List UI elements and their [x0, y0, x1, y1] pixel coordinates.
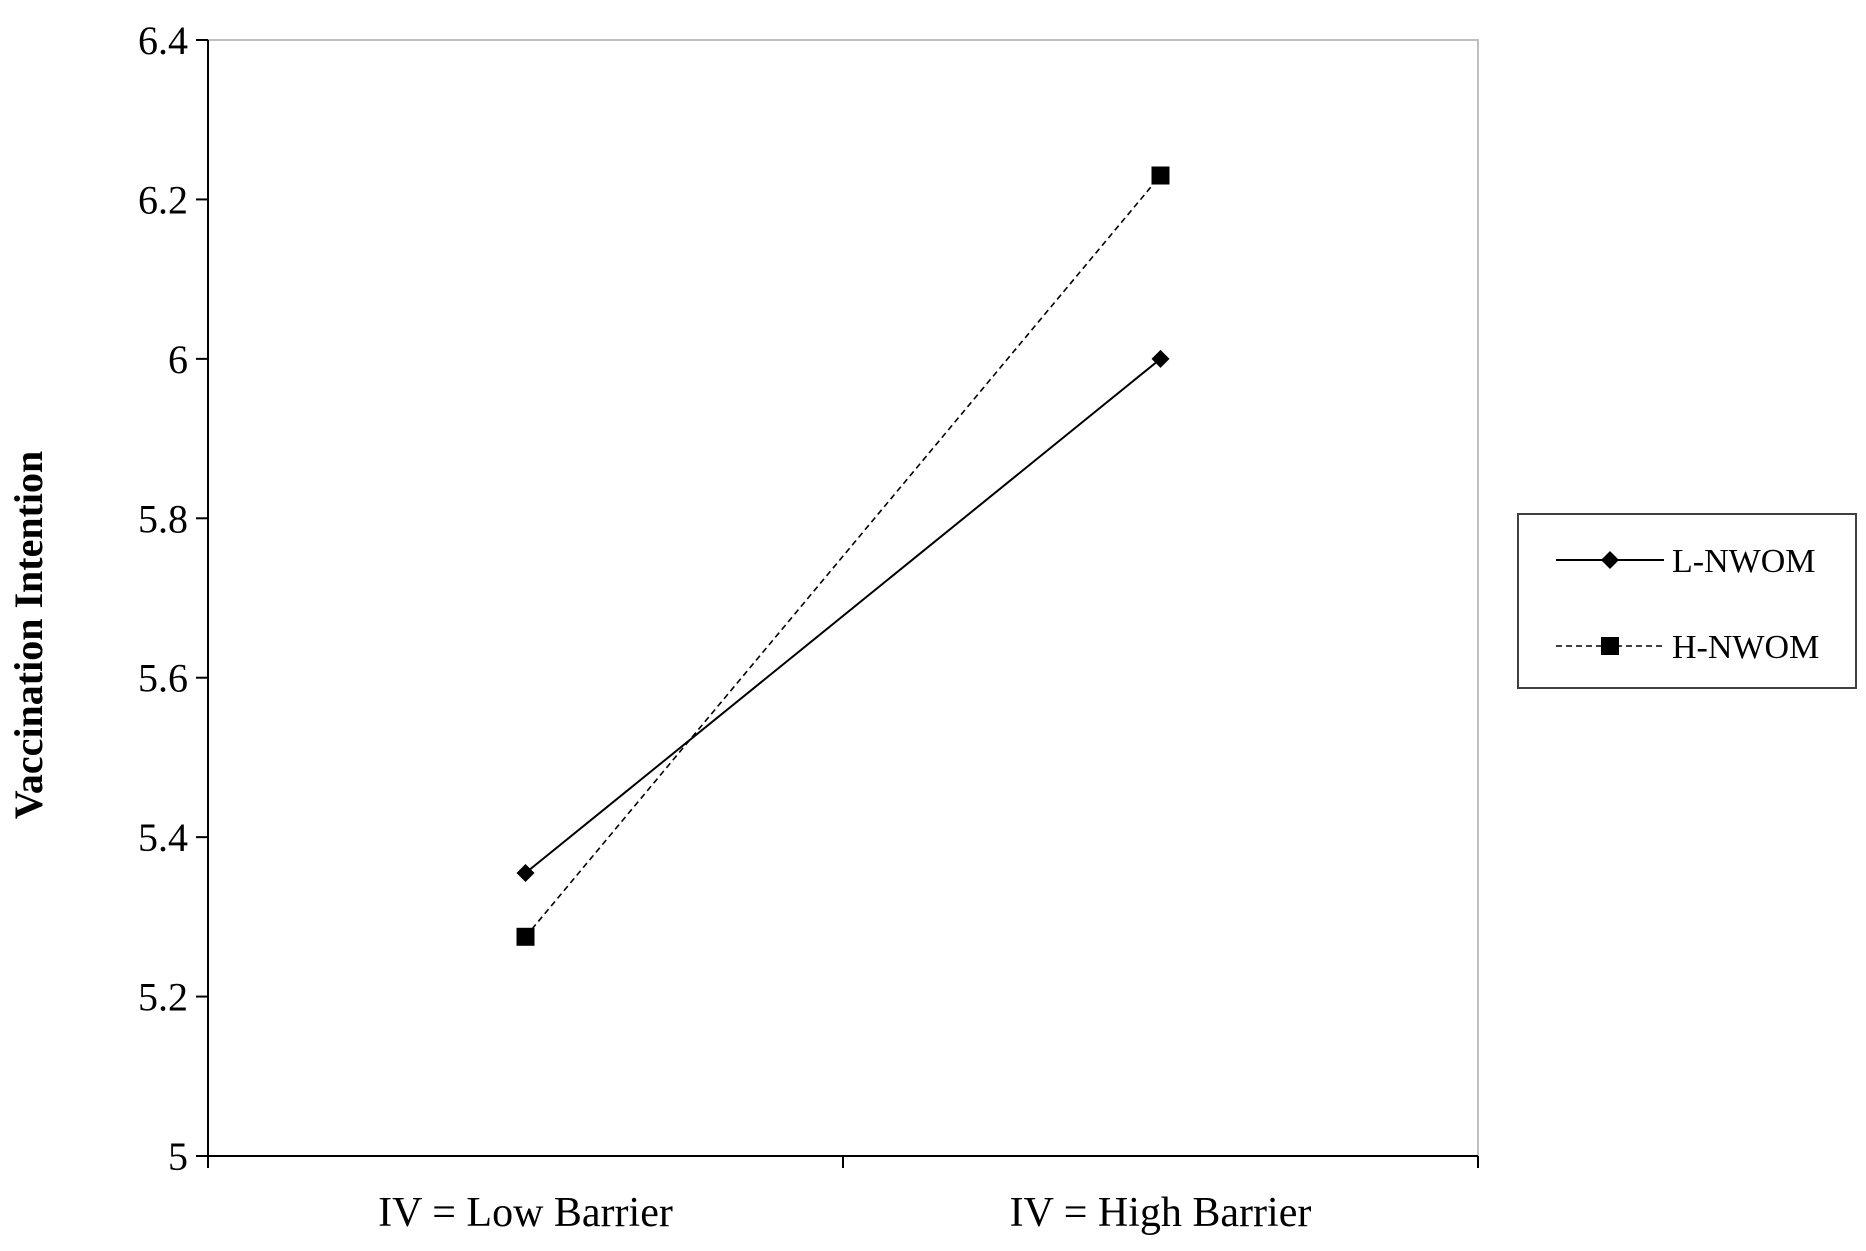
legend-item: L-NWOM	[1556, 543, 1816, 580]
y-tick-label: 5.4	[138, 815, 188, 860]
legend: L-NWOM H-NWOM	[1517, 513, 1857, 689]
y-axis-title: Vaccination Intention	[6, 451, 51, 820]
data-point-square	[516, 927, 535, 946]
legend-marker-square	[1601, 637, 1619, 655]
y-tick-label: 5.6	[138, 656, 188, 701]
legend-marker-diamond	[1601, 551, 1619, 569]
series-line	[524, 358, 1162, 874]
data-point-diamond	[516, 864, 535, 883]
series-line	[524, 175, 1162, 938]
y-tick-label: 6	[168, 337, 188, 382]
y-tick-label: 5.2	[138, 975, 188, 1020]
data-point-square	[1151, 166, 1170, 185]
y-tick-label: 6.2	[138, 177, 188, 222]
series-layer	[516, 166, 1170, 946]
x-category-label: IV = High Barrier	[1010, 1190, 1312, 1236]
x-axis: IV = Low Barrier IV = High Barrier	[207, 1155, 1479, 1236]
legend-item: H-NWOM	[1556, 629, 1819, 666]
x-category-label: IV = Low Barrier	[378, 1190, 673, 1236]
y-axis: 5 5.2 5.4 5.6 5.8 6 6.2 6.4	[138, 18, 209, 1179]
legend-frame	[1517, 513, 1857, 689]
y-tick-label: 6.4	[138, 18, 188, 63]
data-point-diamond	[1151, 349, 1170, 368]
series-h-nwom	[516, 166, 1170, 946]
legend-label: H-NWOM	[1672, 629, 1819, 666]
series-l-nwom	[516, 349, 1170, 883]
y-tick-label: 5	[168, 1134, 188, 1179]
plot-area-frame	[207, 39, 1479, 1157]
legend-label: L-NWOM	[1672, 543, 1816, 580]
y-tick-label: 5.8	[138, 496, 188, 541]
